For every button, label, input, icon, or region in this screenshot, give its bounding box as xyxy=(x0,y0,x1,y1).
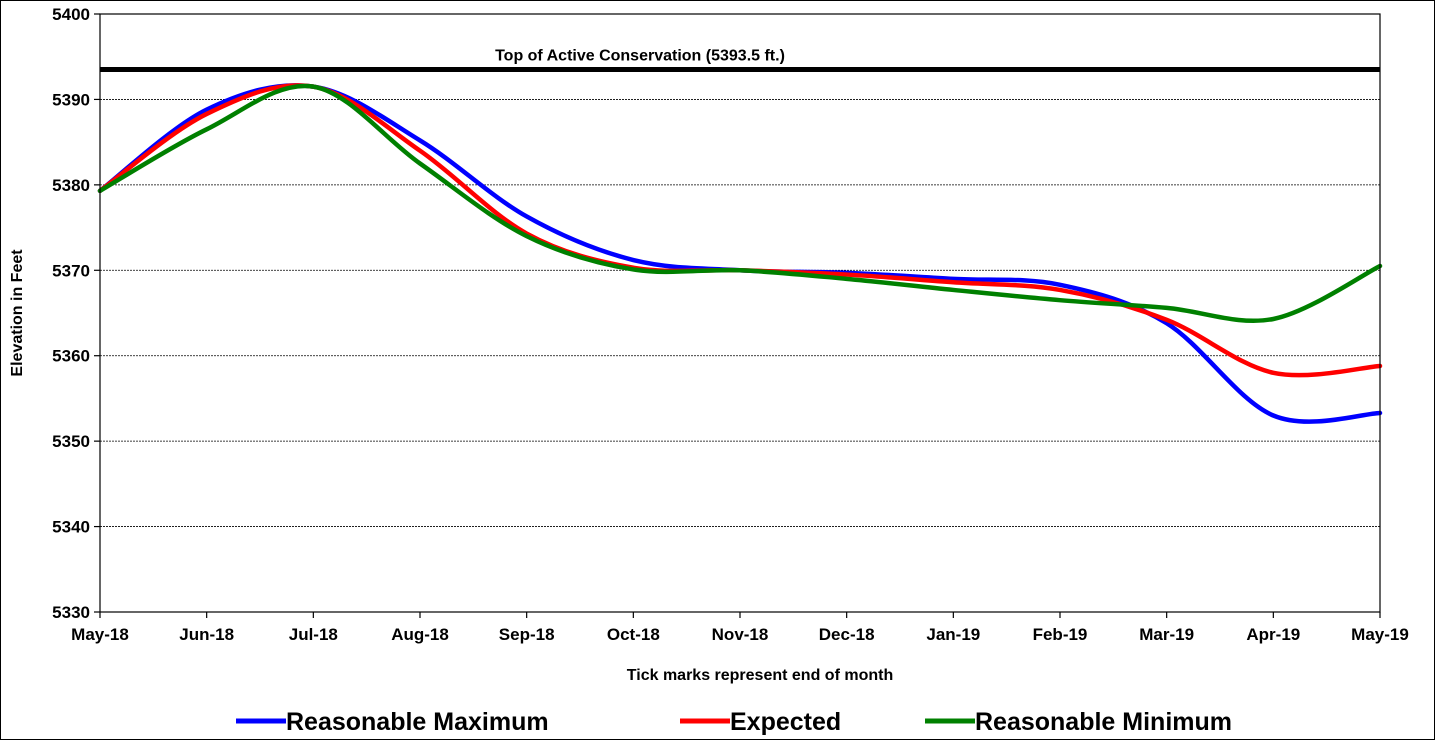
x-tick-label: Aug-18 xyxy=(391,625,449,644)
x-tick-label: Feb-19 xyxy=(1033,625,1088,644)
reference-line-group: Top of Active Conservation (5393.5 ft.) xyxy=(100,48,1380,73)
y-tick-label: 5380 xyxy=(52,176,90,195)
legend-label: Reasonable Maximum xyxy=(286,708,549,736)
legend-label: Reasonable Minimum xyxy=(975,708,1232,736)
legend-label: Expected xyxy=(730,708,841,736)
x-tick-label: Sep-18 xyxy=(499,625,555,644)
y-axis-ticks: 5330 5340 5350 5360 5370 5380 5390 5400 xyxy=(52,5,100,622)
x-tick-label: May-19 xyxy=(1351,625,1409,644)
y-tick-label: 5350 xyxy=(52,432,90,451)
x-tick-label: Jun-18 xyxy=(179,625,234,644)
y-tick-label: 5390 xyxy=(52,90,90,109)
x-tick-label: Jul-18 xyxy=(289,625,338,644)
y-tick-label: 5330 xyxy=(52,603,90,622)
series-lines xyxy=(97,83,1383,424)
gridlines xyxy=(100,99,1380,527)
series-line-reasonable-minimum xyxy=(97,83,1383,324)
x-tick-label: Apr-19 xyxy=(1246,625,1300,644)
plot-area-border xyxy=(99,13,1381,613)
x-tick-label: Oct-18 xyxy=(607,625,660,644)
reference-line-label: Top of Active Conservation (5393.5 ft.) xyxy=(495,48,785,65)
x-axis-ticks: May-18 Jun-18 Jul-18 Aug-18 Sep-18 Oct-18 Nov-… xyxy=(71,612,1409,644)
legend: Reasonable Maximum Expected Reasonable Min… xyxy=(236,708,1232,736)
x-axis-title: Tick marks represent end of month xyxy=(627,667,893,684)
y-tick-label: 5340 xyxy=(52,518,90,537)
y-axis-title: Elevation in Feet xyxy=(9,249,26,377)
y-tick-label: 5360 xyxy=(52,347,90,366)
x-tick-label: Mar-19 xyxy=(1139,625,1194,644)
y-tick-label: 5370 xyxy=(52,261,90,280)
x-tick-label: Dec-18 xyxy=(819,625,875,644)
y-tick-label: 5400 xyxy=(52,5,90,24)
x-tick-label: Nov-18 xyxy=(712,625,769,644)
x-tick-label: Jan-19 xyxy=(926,625,980,644)
x-tick-label: May-18 xyxy=(71,625,129,644)
